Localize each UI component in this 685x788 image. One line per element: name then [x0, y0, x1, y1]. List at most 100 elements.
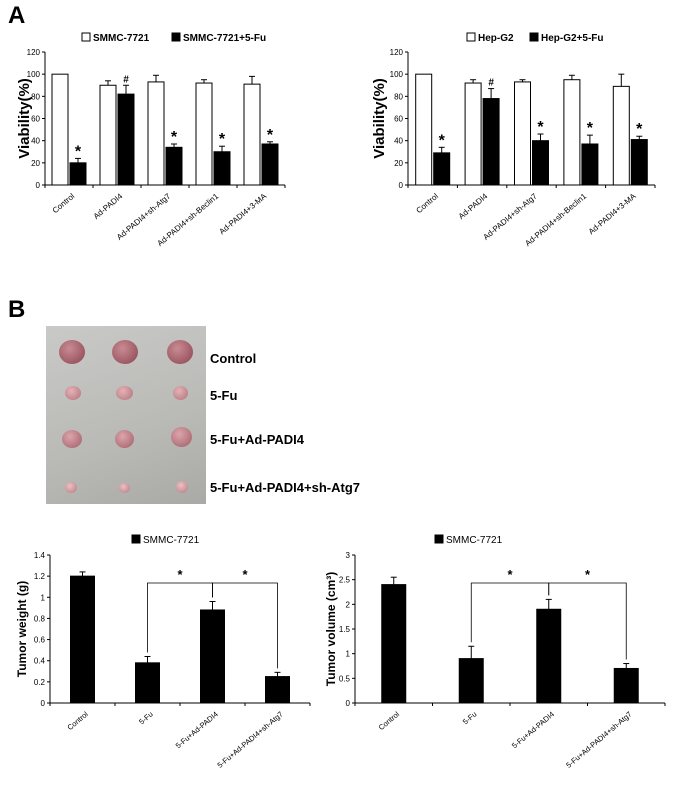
tumor-padi4-1 [62, 430, 82, 448]
bar [70, 575, 95, 704]
y-tick-label: 0.4 [34, 657, 46, 666]
y-tick-label: 1.5 [339, 625, 351, 634]
y-tick-label: 2.5 [339, 576, 351, 585]
significance-mark: * [507, 567, 513, 582]
x-tick-label: Ad-PADI4 [92, 191, 125, 221]
significance-bracket [548, 582, 627, 660]
y-tick-label: 80 [394, 92, 403, 101]
y-axis-label: Tumor weight (g) [15, 581, 29, 677]
significance-mark: * [177, 567, 183, 582]
x-tick-label: Control [51, 191, 77, 215]
significance-mark: * [439, 132, 446, 149]
legend-swatch [171, 32, 181, 42]
bar [51, 73, 69, 186]
bar [117, 93, 135, 186]
legend-label: Hep-G2+5-Fu [541, 33, 604, 44]
bar [135, 662, 160, 704]
bar [213, 151, 231, 186]
bar [195, 82, 213, 186]
y-tick-label: 100 [390, 70, 404, 79]
bar [536, 608, 562, 704]
significance-mark: * [171, 129, 178, 146]
y-tick-label: 2 [346, 600, 351, 609]
legend-swatch [131, 534, 141, 544]
x-tick-label: Ad-PADI4 [457, 191, 490, 221]
tumor-atg7-1 [65, 482, 77, 493]
y-tick-label: 120 [27, 48, 41, 57]
legend-swatch [434, 534, 444, 544]
legend-label: SMMC-7721+5-Fu [183, 33, 266, 44]
bar [243, 83, 261, 186]
y-axis-label: Tumor volume (cm³) [324, 572, 338, 686]
y-tick-label: 60 [31, 115, 40, 124]
legend-label: SMMC-7721 [446, 535, 503, 546]
tumor-5fu-1 [65, 386, 81, 400]
bar [581, 143, 599, 186]
legend-label: SMMC-7721 [143, 535, 200, 546]
x-tick-label: Ad-PADI4+3-MA [587, 191, 638, 236]
significance-mark: # [123, 74, 129, 85]
bar [147, 81, 165, 186]
tumor-weight-chart: 0 0.2 0.4 0.6 0.8 1 1.2 1.4 Tumor weight (g) Cont… [15, 534, 311, 770]
bar [265, 676, 290, 704]
tumor-padi4-2 [115, 430, 134, 448]
y-tick-label: 0.8 [34, 614, 46, 623]
legend-swatch [81, 32, 91, 42]
tumor-atg7-3 [176, 481, 188, 493]
bar [415, 73, 433, 186]
y-tick-label: 1.2 [34, 572, 46, 581]
bar [200, 609, 225, 704]
y-tick-label: 0 [36, 181, 41, 190]
significance-mark: * [219, 131, 226, 148]
bar [514, 81, 531, 186]
viability-chart-hepg2: 0 20 40 60 80 100 120 Viability(%) Control Ad-PAD… [371, 32, 656, 248]
y-tick-label: 0 [346, 699, 351, 708]
y-tick-label: 0.6 [34, 636, 46, 645]
panel-label-b: B [8, 296, 26, 323]
x-tick-label: Control [414, 191, 440, 215]
bar [261, 143, 279, 186]
significance-mark: * [636, 121, 643, 138]
tumor-atg7-2 [119, 483, 130, 493]
y-axis-label: Viability(%) [16, 78, 33, 159]
x-tick-label: 5-Fu [137, 710, 155, 727]
significance-mark: # [488, 78, 494, 89]
legend-label: Hep-G2 [478, 33, 514, 44]
x-tick-label: 5-Fu+Ad-PADI4 [174, 710, 220, 751]
significance-mark: * [267, 127, 274, 144]
y-tick-label: 40 [394, 137, 403, 146]
y-tick-label: 80 [31, 92, 40, 101]
tumor-volume-chart: 0 0.5 1 1.5 2 2.5 3 Tumor volume (cm³) Control 5-… [324, 534, 666, 770]
panel-label-a: A [8, 2, 26, 29]
y-tick-label: 1 [41, 593, 46, 602]
y-tick-label: 20 [394, 159, 403, 168]
y-tick-label: 100 [27, 70, 41, 79]
bar [630, 139, 648, 186]
significance-mark: * [75, 143, 82, 160]
significance-mark: * [585, 567, 591, 582]
y-axis-label: Viability(%) [371, 78, 388, 159]
tumor-5fu-2 [116, 386, 133, 400]
significance-bracket [212, 582, 278, 669]
bar [165, 146, 183, 186]
y-tick-label: 1.4 [34, 551, 46, 560]
y-tick-label: 1 [346, 650, 351, 659]
legend-swatch [466, 32, 476, 42]
significance-mark: * [587, 120, 594, 137]
significance-mark: * [537, 119, 544, 136]
x-tick-label: Ad-PADI4+3-MA [217, 191, 268, 236]
legend-swatch [529, 32, 539, 42]
x-tick-label: 5-Fu+Ad-PADI4+sh-Atg7 [564, 710, 633, 770]
x-tick-label: 5-Fu [461, 710, 479, 727]
viability-chart-smmc7721: 0 20 40 60 80 100 120 Viability(%) Control Ad-PAD… [16, 32, 286, 248]
y-tick-label: 60 [394, 115, 403, 124]
tumor-photo [46, 326, 206, 504]
y-tick-label: 0 [399, 181, 404, 190]
bar [612, 85, 630, 186]
photo-label-control: Control [210, 351, 257, 366]
bar [482, 98, 500, 186]
y-tick-label: 40 [31, 137, 40, 146]
x-tick-label: Control [377, 709, 402, 732]
y-tick-label: 20 [31, 159, 40, 168]
significance-mark: * [242, 567, 248, 582]
